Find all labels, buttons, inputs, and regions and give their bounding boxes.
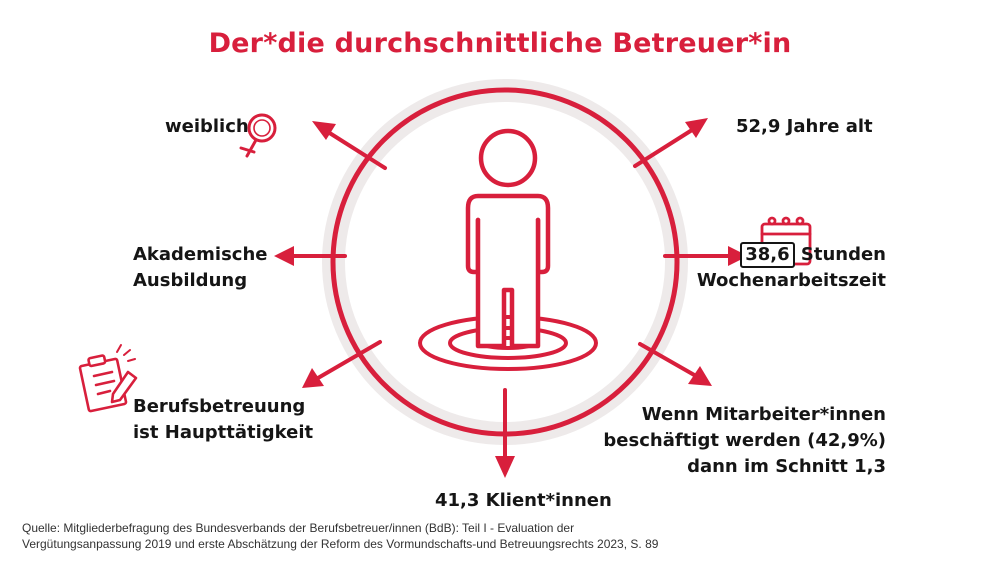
arrow-upper-right <box>633 128 694 168</box>
arrow-lower-left <box>316 340 382 380</box>
employees-line2: beschäftigt werden (42,9%) <box>603 430 886 451</box>
age-label: 52,9 Jahre alt <box>736 116 873 137</box>
page-title: Der*die durchschnittliche Betreuer*in <box>208 28 792 59</box>
education-label: Akademische Ausbildung <box>133 242 267 294</box>
source-line1: Quelle: Mitgliederbefragung des Bundesve… <box>22 521 575 535</box>
profession-label: Berufsbetreuung ist Haupttätigkeit <box>133 394 313 446</box>
arrows <box>274 118 748 478</box>
education-line2: Ausbildung <box>133 270 248 291</box>
employees-line3: dann im Schnitt 1,3 <box>687 456 886 477</box>
arrow-lower-right <box>638 342 698 378</box>
hours-line1: 38,6 Stunden <box>697 242 886 268</box>
hours-number: 38,6 <box>740 242 795 268</box>
hours-label: 38,6 Stunden Wochenarbeitszeit <box>697 242 886 294</box>
source-note: Quelle: Mitgliederbefragung des Bundesve… <box>22 520 722 552</box>
profession-line1: Berufsbetreuung <box>133 396 306 417</box>
employees-line1: Wenn Mitarbeiter*innen <box>641 404 886 425</box>
female-symbol-icon <box>239 113 277 158</box>
employees-label: Wenn Mitarbeiter*innen beschäftigt werde… <box>603 402 886 480</box>
profession-line2: ist Haupttätigkeit <box>133 422 314 443</box>
clipboard-pencil-icon <box>78 344 138 413</box>
hours-unit: Stunden <box>800 244 886 265</box>
clients-label: 41,3 Klient*innen <box>435 490 612 511</box>
arrow-upper-left <box>326 130 387 170</box>
education-line1: Akademische <box>133 244 268 265</box>
source-line2: Vergütungsanpassung 2019 und erste Absch… <box>22 537 659 551</box>
hours-line2: Wochenarbeitszeit <box>696 270 886 291</box>
gender-label: weiblich <box>165 116 249 137</box>
person-icon <box>465 128 551 349</box>
